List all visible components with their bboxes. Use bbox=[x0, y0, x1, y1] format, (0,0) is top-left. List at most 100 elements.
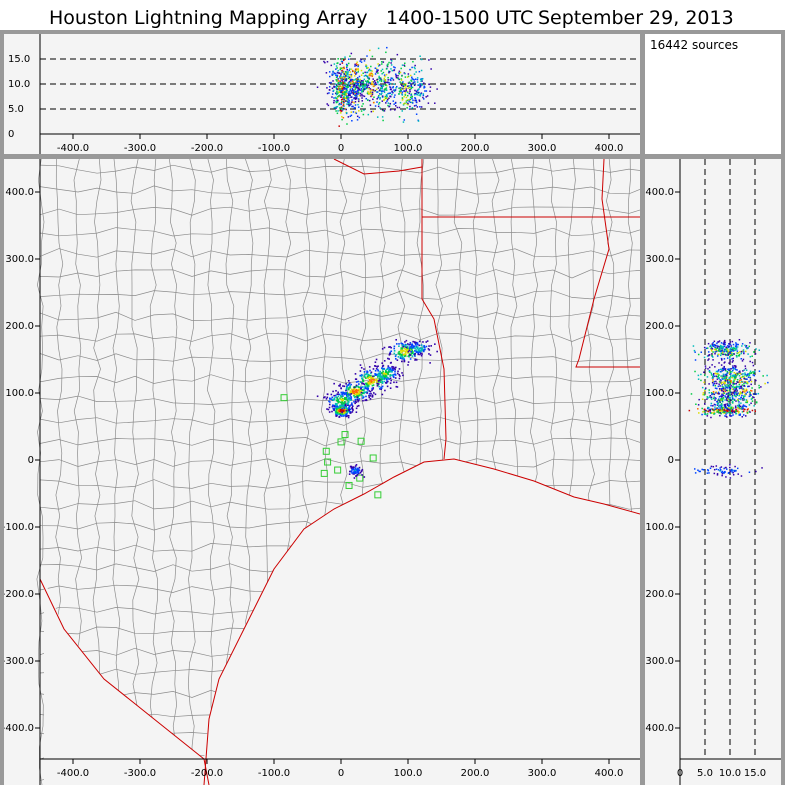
ew-source bbox=[388, 92, 390, 95]
ew-source bbox=[339, 87, 341, 90]
ew-source bbox=[374, 67, 377, 70]
lightning-source bbox=[389, 351, 392, 354]
ns-source bbox=[688, 409, 691, 412]
ew-source bbox=[347, 75, 349, 78]
lightning-source bbox=[344, 404, 347, 407]
ew-source bbox=[371, 75, 374, 78]
ns-source bbox=[723, 343, 725, 346]
ew-source bbox=[355, 81, 357, 84]
ns-source bbox=[730, 381, 732, 384]
ew-source bbox=[346, 68, 349, 71]
ew-source bbox=[406, 107, 408, 109]
ns-source bbox=[729, 350, 731, 353]
lightning-source bbox=[387, 371, 389, 374]
lightning-source bbox=[324, 396, 326, 398]
ns-source bbox=[722, 471, 725, 474]
lightning-source bbox=[410, 346, 413, 349]
ew-source bbox=[333, 86, 335, 88]
lightning-source bbox=[387, 369, 390, 371]
lightning-source bbox=[340, 408, 343, 411]
ew-source bbox=[376, 69, 378, 71]
lightning-source bbox=[361, 377, 364, 380]
ns-source bbox=[717, 375, 720, 377]
ns-source bbox=[738, 403, 740, 405]
ew-source bbox=[411, 76, 413, 79]
ew-source bbox=[408, 81, 411, 83]
ns-source bbox=[741, 388, 743, 390]
ew-source bbox=[409, 89, 411, 91]
ew-source bbox=[398, 93, 400, 95]
county-line bbox=[39, 206, 687, 216]
lightning-source bbox=[355, 389, 357, 392]
lightning-source bbox=[349, 465, 352, 468]
lightning-source bbox=[368, 374, 370, 377]
ns-source bbox=[722, 397, 725, 399]
lightning-source bbox=[362, 380, 365, 383]
ns-source bbox=[723, 358, 726, 360]
ns-source bbox=[750, 372, 753, 374]
ew-source bbox=[347, 77, 350, 80]
lightning-source bbox=[336, 393, 339, 395]
lightning-source bbox=[424, 346, 426, 349]
ns-source bbox=[734, 389, 736, 392]
ew-source bbox=[370, 82, 373, 84]
lightning-source bbox=[377, 380, 380, 382]
ew-source bbox=[354, 70, 357, 72]
county-line bbox=[39, 374, 687, 384]
ns-source bbox=[723, 467, 725, 470]
ns-source bbox=[716, 342, 718, 344]
lightning-source bbox=[379, 376, 381, 378]
ns-source bbox=[749, 411, 751, 413]
ew-source bbox=[386, 84, 388, 87]
ns-source bbox=[724, 466, 727, 469]
ns-source bbox=[720, 395, 722, 398]
ew-source bbox=[389, 82, 392, 85]
ns-source bbox=[733, 371, 736, 374]
ns-source bbox=[702, 411, 704, 413]
ew-source bbox=[340, 67, 342, 70]
ew-source bbox=[403, 64, 406, 67]
lightning-source bbox=[374, 393, 377, 396]
lightning-source bbox=[384, 375, 386, 378]
ew-x-tick-label: 0 bbox=[338, 143, 344, 154]
lightning-source bbox=[423, 350, 425, 353]
lightning-source bbox=[351, 470, 353, 472]
ns-source bbox=[738, 407, 740, 410]
lightning-source bbox=[389, 374, 392, 376]
ns-source bbox=[722, 367, 724, 370]
ew-source bbox=[404, 84, 406, 86]
ns-source bbox=[728, 406, 730, 408]
ns-source bbox=[700, 379, 702, 382]
ew-source bbox=[347, 85, 349, 87]
ew-source bbox=[363, 75, 366, 77]
lightning-source bbox=[375, 381, 378, 383]
ew-source bbox=[345, 96, 348, 98]
ns-source bbox=[718, 346, 720, 348]
ns-source bbox=[736, 385, 739, 388]
lightning-source bbox=[350, 392, 353, 394]
ew-source bbox=[402, 84, 405, 86]
ns-source bbox=[714, 353, 716, 355]
ns-source bbox=[703, 410, 706, 412]
ew-source bbox=[334, 72, 337, 75]
ns-source bbox=[723, 349, 725, 352]
ns-source bbox=[697, 378, 700, 380]
ns-source bbox=[730, 352, 733, 355]
ew-source bbox=[367, 77, 369, 79]
lightning-source bbox=[356, 398, 359, 401]
ns-source bbox=[736, 398, 739, 401]
ew-source bbox=[349, 68, 351, 70]
ew-source bbox=[399, 81, 401, 83]
ns-source bbox=[719, 379, 721, 381]
ew-source bbox=[356, 119, 359, 121]
lightning-source bbox=[371, 382, 374, 384]
mexico-area bbox=[44, 579, 204, 785]
ns-source bbox=[742, 349, 745, 351]
map-y-tick-label: 300.0 bbox=[5, 254, 34, 265]
ew-source bbox=[398, 70, 401, 73]
source-count: 16442 sources bbox=[650, 38, 739, 52]
lightning-source bbox=[400, 349, 403, 351]
ew-source bbox=[345, 93, 348, 95]
ew-source bbox=[407, 82, 410, 84]
ew-source bbox=[371, 95, 373, 97]
